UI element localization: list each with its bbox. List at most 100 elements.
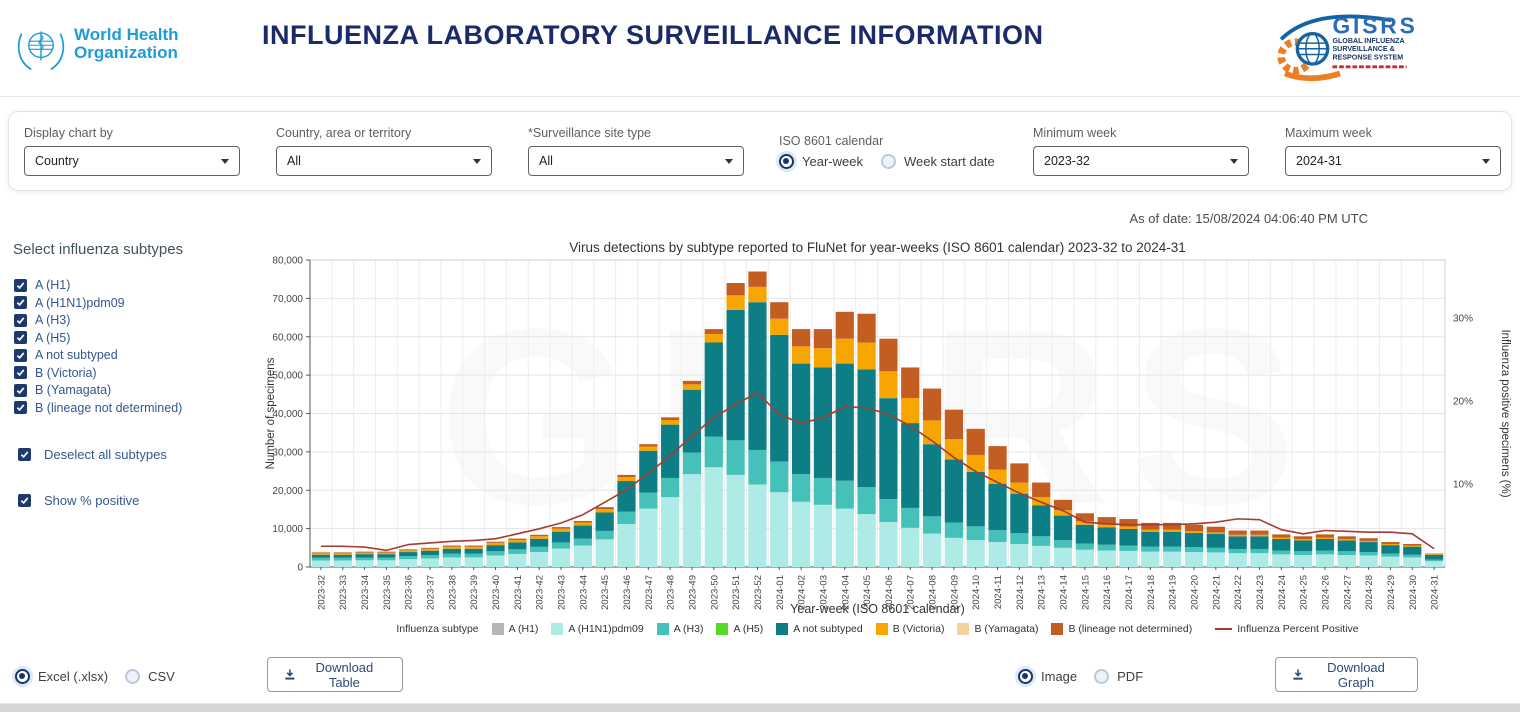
bar-segment xyxy=(726,295,745,310)
chevron-down-icon xyxy=(725,158,733,164)
download-table-button[interactable]: Download Table xyxy=(267,657,403,692)
filter-select-minimum-week[interactable]: 2023-32 xyxy=(1033,146,1249,176)
radio-label: CSV xyxy=(148,669,175,684)
checkbox-checked[interactable] xyxy=(18,494,31,507)
bar-segment xyxy=(377,554,396,558)
table-format-excel-xlsx-[interactable]: Excel (.xlsx) xyxy=(15,669,108,684)
radio-selected[interactable] xyxy=(15,669,30,684)
bar-segment xyxy=(682,380,702,385)
bar-segment xyxy=(1315,554,1335,567)
bar-segment xyxy=(1250,553,1269,567)
legend-swatch xyxy=(656,623,669,635)
legend-swatch xyxy=(875,623,888,635)
checkbox-checked[interactable] xyxy=(14,331,27,344)
subtype-item-b-yamagata-[interactable]: B (Yamagata) xyxy=(14,383,111,397)
bar-segment xyxy=(1272,537,1291,539)
legend-item-a-h3-[interactable]: A (H3) xyxy=(656,623,703,635)
svg-text:2024-21: 2024-21 xyxy=(1211,575,1222,610)
svg-text:2024-14: 2024-14 xyxy=(1059,575,1070,610)
deselect-all-subtypes[interactable]: Deselect all subtypes xyxy=(18,447,167,462)
checkbox-checked[interactable] xyxy=(14,401,27,414)
radio-unselected[interactable] xyxy=(1094,669,1110,684)
subtype-item-a-h5-[interactable]: A (H5) xyxy=(14,331,70,345)
virus-detections-chart[interactable]: GISRS010,00020,00030,00040,00050,00060,0… xyxy=(262,238,1520,618)
bar-segment xyxy=(835,363,854,481)
legend-item-a-not-subtyped[interactable]: A not subtyped xyxy=(776,623,863,635)
download-icon xyxy=(285,669,295,680)
filter-select-display-chart-by[interactable]: Country xyxy=(24,146,240,176)
legend-item-b-lineage-not-determined-[interactable]: B (lineage not determined) xyxy=(1051,623,1192,635)
legend-item-a-h5-[interactable]: A (H5) xyxy=(716,623,763,635)
legend-item-b-yamagata-[interactable]: B (Yamagata) xyxy=(957,623,1038,635)
radio-unselected[interactable] xyxy=(880,154,896,169)
bar-segment xyxy=(420,550,440,556)
bar-segment xyxy=(551,527,571,529)
bar-segment xyxy=(966,526,985,541)
checkbox-checked[interactable] xyxy=(14,313,27,327)
svg-text:20%: 20% xyxy=(1453,397,1473,408)
bar-segment xyxy=(813,329,833,349)
filter-select-maximum-week[interactable]: 2024-31 xyxy=(1285,146,1501,176)
svg-text:RESPONSE SYSTEM: RESPONSE SYSTEM xyxy=(1332,53,1403,61)
subtype-item-b-victoria-[interactable]: B (Victoria) xyxy=(14,366,97,380)
checkbox-checked[interactable] xyxy=(14,278,27,292)
chevron-down-icon xyxy=(1482,158,1490,164)
svg-text:2023-52: 2023-52 xyxy=(753,575,764,610)
subtype-item-a-h1-[interactable]: A (H1) xyxy=(14,278,70,292)
checkbox-checked[interactable] xyxy=(14,348,27,362)
legend-item-influenza-percent-positive[interactable]: Influenza Percent Positive xyxy=(1215,623,1359,635)
calendar-radio-group: Year-week Week start date xyxy=(779,154,995,169)
bar-segment xyxy=(1141,546,1160,552)
svg-text:2024-06: 2024-06 xyxy=(884,575,895,610)
bar-segment xyxy=(595,512,614,531)
checkbox-checked[interactable] xyxy=(14,296,27,309)
svg-text:2024-27: 2024-27 xyxy=(1342,575,1353,610)
radio-unselected[interactable] xyxy=(125,669,141,684)
subtype-label: A (H3) xyxy=(35,313,71,327)
subtype-item-a-h1n1-pdm09[interactable]: A (H1N1)pdm09 xyxy=(14,296,125,310)
radio-selected[interactable] xyxy=(1018,669,1033,684)
bar-segment xyxy=(508,549,527,554)
bar-segment xyxy=(639,450,658,493)
bar-segment xyxy=(1032,545,1051,567)
bar-segment xyxy=(442,553,461,558)
chevron-down-icon xyxy=(473,158,481,164)
show-percent-positive[interactable]: Show % positive xyxy=(18,493,139,508)
bar-segment xyxy=(1228,534,1247,537)
subtype-item-a-h3-[interactable]: A (H3) xyxy=(14,313,70,327)
subtype-label: A not subtyped xyxy=(35,348,118,362)
download-graph-button[interactable]: Download Graph xyxy=(1275,657,1418,692)
checkbox-checked[interactable] xyxy=(14,366,27,379)
bar-segment xyxy=(333,560,352,567)
calendar-option-year-week[interactable]: Year-week xyxy=(779,154,863,169)
graph-format-pdf[interactable]: PDF xyxy=(1094,669,1143,684)
table-format-csv[interactable]: CSV xyxy=(125,669,175,684)
bar-segment xyxy=(551,528,571,532)
subtype-label: A (H1N1)pdm09 xyxy=(35,295,125,310)
calendar-option-week-start-date[interactable]: Week start date xyxy=(880,154,995,169)
svg-text:GISRS: GISRS xyxy=(1332,13,1414,39)
filter-select-country-area-or-territory[interactable]: All xyxy=(276,146,492,176)
legend-item-a-h1n1-pdm09[interactable]: A (H1N1)pdm09 xyxy=(551,623,644,635)
svg-text:2024-30: 2024-30 xyxy=(1408,575,1419,610)
bar-segment xyxy=(682,389,702,453)
bar-segment xyxy=(988,446,1007,470)
legend-item-b-victoria-[interactable]: B (Victoria) xyxy=(875,623,944,635)
bar-segment xyxy=(726,474,745,567)
svg-text:2023-50: 2023-50 xyxy=(709,575,720,610)
radio-selected[interactable] xyxy=(779,154,794,169)
bar-segment xyxy=(1053,499,1073,511)
page-bottom-scrollbar[interactable] xyxy=(0,703,1520,712)
subtype-item-a-not-subtyped[interactable]: A not subtyped xyxy=(14,348,118,362)
svg-text:2023-49: 2023-49 xyxy=(687,575,698,610)
filter-select--surveillance-site-type[interactable]: All xyxy=(528,146,744,176)
checkbox-checked[interactable] xyxy=(18,448,31,461)
bar-segment xyxy=(399,556,418,560)
graph-format-image[interactable]: Image xyxy=(1018,669,1077,684)
svg-text:2023-47: 2023-47 xyxy=(644,575,655,610)
bar-segment xyxy=(704,467,723,567)
subtype-item-b-lineage-not-determined-[interactable]: B (lineage not determined) xyxy=(14,401,182,415)
legend-item-a-h1-[interactable]: A (H1) xyxy=(491,623,538,635)
svg-text:30,000: 30,000 xyxy=(272,447,303,458)
checkbox-checked[interactable] xyxy=(14,383,27,397)
